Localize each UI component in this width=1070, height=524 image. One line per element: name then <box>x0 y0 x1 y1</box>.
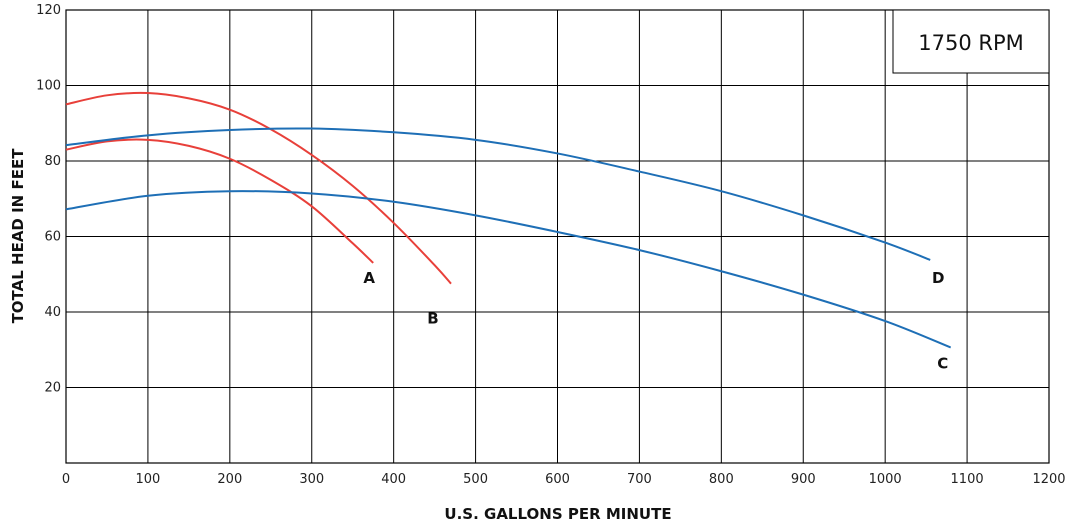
curve-label-d: D <box>932 269 944 287</box>
curve-label-c: C <box>937 354 948 372</box>
x-tick-label: 0 <box>62 472 70 487</box>
x-tick-label: 500 <box>463 472 488 487</box>
rpm-annotation: 1750 RPM <box>918 31 1024 55</box>
curve-label-a: A <box>363 269 375 287</box>
x-tick-label: 200 <box>217 472 242 487</box>
x-tick-label: 1100 <box>951 472 984 487</box>
curve-c <box>65 190 952 349</box>
x-tick-label: 400 <box>381 472 406 487</box>
y-tick-label: 100 <box>36 79 61 94</box>
y-tick-label: 20 <box>44 381 61 396</box>
x-axis-title: U.S. GALLONS PER MINUTE <box>444 505 671 523</box>
curve-d <box>65 127 931 261</box>
curve-label-b: B <box>427 310 438 328</box>
x-tick-label: 600 <box>545 472 570 487</box>
y-axis-title: TOTAL HEAD IN FEET <box>9 148 27 324</box>
grid <box>65 9 1050 464</box>
y-tick-label: 80 <box>44 154 61 169</box>
y-tick-label: 60 <box>44 230 61 245</box>
curves <box>65 91 952 349</box>
y-tick-label: 120 <box>36 3 61 18</box>
curve-a <box>65 138 374 264</box>
x-tick-label: 1000 <box>869 472 902 487</box>
x-tick-label: 100 <box>136 472 161 487</box>
y-tick-label: 40 <box>44 305 61 320</box>
curve-labels: A B C D <box>363 269 948 373</box>
x-tick-label: 1200 <box>1032 472 1065 487</box>
x-tick-label: 800 <box>709 472 734 487</box>
x-tick-label: 700 <box>627 472 652 487</box>
plot-frame <box>65 9 1050 464</box>
rpm-box <box>892 9 1050 74</box>
x-tick-label: 300 <box>299 472 324 487</box>
x-tick-label: 900 <box>791 472 816 487</box>
tick-labels: 0 100 200 300 400 500 600 700 800 900 1000 1100 1200… <box>36 3 1065 487</box>
